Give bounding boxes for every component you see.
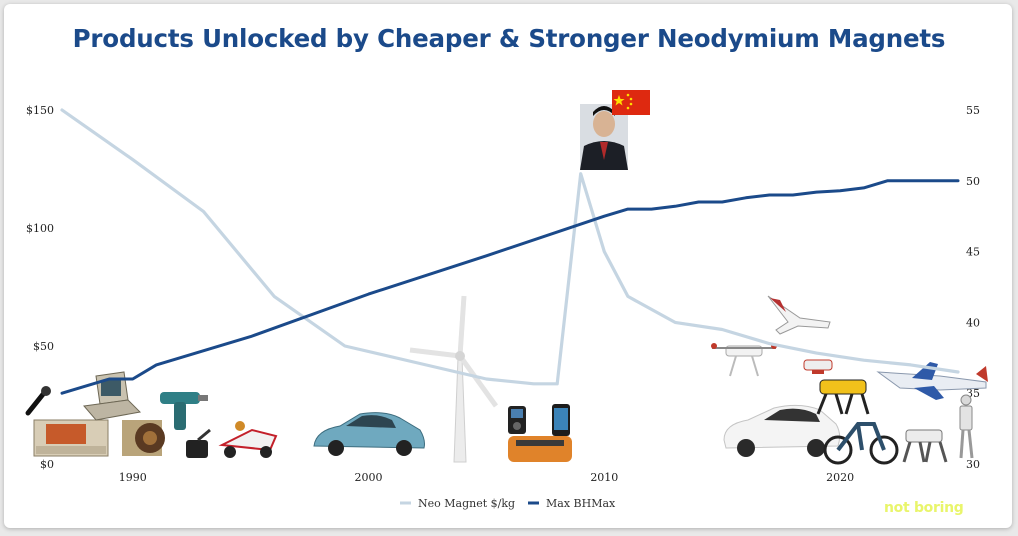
toyota-prius-image	[313, 412, 425, 456]
china-flag-image	[612, 90, 650, 115]
max-bhmax-line	[60, 179, 960, 395]
y-left-tick-label: $50	[33, 340, 54, 353]
tesla-model-3-image	[723, 404, 841, 457]
legend: Neo Magnet $/kg Max BHMax	[400, 497, 616, 510]
iphone-image	[552, 404, 570, 436]
humanoid-robot-image	[959, 394, 974, 459]
small-drone-image	[803, 359, 833, 374]
ebike-image	[823, 422, 899, 465]
vintage-computer-image	[33, 419, 109, 457]
power-drill-image	[160, 392, 208, 430]
x-tick-label: 2020	[826, 471, 854, 484]
ipod-image	[508, 406, 526, 434]
rc-buggy-image	[218, 421, 278, 458]
x-tick-label: 2000	[355, 471, 383, 484]
robot-dog-gray-image	[902, 429, 948, 463]
product-illustrations	[25, 90, 988, 465]
fixed-wing-drone-image	[767, 295, 831, 335]
roomba-image	[508, 436, 572, 462]
y-right-tick-label: 40	[966, 316, 980, 329]
x-tick-label: 2010	[590, 471, 618, 484]
y-right-tick-label: 30	[966, 458, 980, 471]
legend-label: Neo Magnet $/kg	[418, 497, 515, 510]
y-left-tick-label: $0	[40, 458, 54, 471]
legend-label: Max BHMax	[546, 497, 616, 510]
y-right-tick-label: 45	[966, 246, 980, 259]
quadcopter-drone-image	[711, 343, 777, 377]
series-layer	[60, 108, 960, 395]
neo-magnet-price-line	[60, 108, 960, 386]
x-tick-label: 1990	[119, 471, 147, 484]
y-left-tick-label: $150	[26, 104, 54, 117]
controller-device-image	[186, 428, 211, 458]
y-left-tick-label: $100	[26, 222, 54, 235]
wind-turbine-image	[409, 295, 499, 463]
brand-logo: not boring	[884, 500, 964, 516]
chart-title: Products Unlocked by Cheaper & Stronger …	[72, 24, 946, 53]
robot-dog-yellow-image	[816, 379, 870, 415]
y-right-tick-label: 55	[966, 104, 980, 117]
microphone-image	[25, 386, 51, 416]
motor-coil-image	[122, 420, 165, 456]
y-right-tick-label: 50	[966, 175, 980, 188]
